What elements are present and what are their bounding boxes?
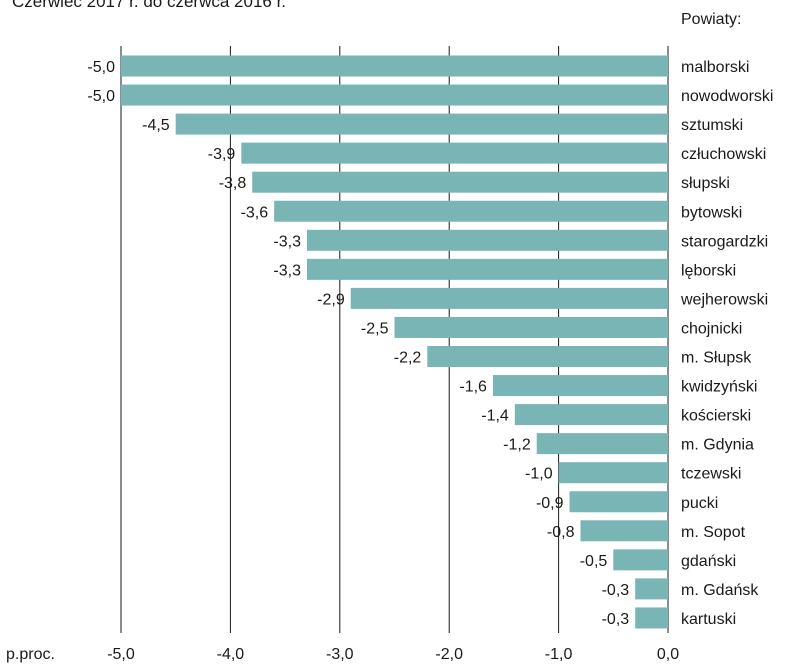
category-label: gdański xyxy=(681,553,736,570)
value-label: -5,0 xyxy=(87,88,115,105)
bar xyxy=(175,113,668,135)
value-label: -0,3 xyxy=(602,611,630,628)
x-tick-label: -1,0 xyxy=(545,646,573,663)
value-label: -1,6 xyxy=(459,379,487,396)
value-label: -2,2 xyxy=(394,350,422,367)
category-label: człuchowski xyxy=(681,146,766,163)
category-label: kwidzyński xyxy=(681,379,757,396)
category-label: kartuski xyxy=(681,611,736,628)
bar xyxy=(241,142,668,164)
x-tick-label: -2,0 xyxy=(435,646,463,663)
value-label: -3,3 xyxy=(273,262,301,279)
category-label: m. Sopot xyxy=(681,524,746,541)
x-axis-label: p.proc. xyxy=(6,646,55,663)
category-label: wejherowski xyxy=(680,291,768,308)
category-label: pucki xyxy=(681,495,718,512)
x-tick-label: -4,0 xyxy=(217,646,245,663)
bar xyxy=(306,229,668,251)
value-label: -0,9 xyxy=(536,495,564,512)
bar xyxy=(306,258,668,280)
category-label: bytowski xyxy=(681,204,742,221)
value-label: -0,5 xyxy=(580,553,608,570)
x-tick-label: -3,0 xyxy=(326,646,354,663)
category-label: słupski xyxy=(681,175,730,192)
bar xyxy=(580,520,668,542)
value-label: -4,5 xyxy=(142,117,170,134)
category-label: kościerski xyxy=(681,408,751,425)
value-label: -3,3 xyxy=(273,233,301,250)
category-label: sztumski xyxy=(681,117,743,134)
value-label: -5,0 xyxy=(87,59,115,76)
category-label: m. Słupsk xyxy=(681,350,752,367)
value-label: -2,5 xyxy=(361,320,389,337)
value-label: -0,3 xyxy=(602,582,630,599)
category-label: nowodworski xyxy=(681,88,773,105)
bar xyxy=(613,549,668,571)
x-axis: -5,0 -4,0 -3,0 -2,0 -1,0 0,0 p.proc. xyxy=(6,646,679,663)
bar xyxy=(536,433,668,455)
category-label: lęborski xyxy=(681,262,736,279)
value-label: -1,4 xyxy=(481,408,509,425)
bar xyxy=(635,607,668,629)
x-tick-label: 0,0 xyxy=(657,646,679,663)
value-labels: -5,0-5,0-4,5-3,9-3,8-3,6-3,3-3,3-2,9-2,5… xyxy=(87,59,629,628)
category-label: m. Gdańsk xyxy=(681,582,759,599)
bars xyxy=(121,55,668,629)
category-label: malborski xyxy=(681,59,749,76)
category-labels: malborski nowodworski sztumski człuchowski s… xyxy=(680,59,773,628)
x-tick-label: -5,0 xyxy=(107,646,135,663)
bar xyxy=(558,462,668,484)
category-label: starogardzki xyxy=(681,233,768,250)
bar xyxy=(121,55,668,77)
value-label: -3,6 xyxy=(241,204,269,221)
value-label: -2,9 xyxy=(317,291,345,308)
bar xyxy=(350,287,668,309)
bar xyxy=(427,346,668,367)
value-label: -3,9 xyxy=(208,146,236,163)
chart-title: Czerwiec 2017 r. do czerwca 2016 r. xyxy=(12,0,287,11)
value-label: -1,0 xyxy=(525,466,553,483)
bar xyxy=(635,578,668,600)
bar xyxy=(569,491,668,513)
bar xyxy=(514,404,668,426)
value-label: -3,8 xyxy=(219,175,247,192)
category-label: chojnicki xyxy=(681,320,742,337)
category-label: tczewski xyxy=(681,466,741,483)
category-label: m. Gdynia xyxy=(681,437,754,454)
bar xyxy=(252,171,668,193)
bar xyxy=(492,375,668,397)
value-label: -0,8 xyxy=(547,524,575,541)
value-label: -1,2 xyxy=(503,437,531,454)
bar xyxy=(274,200,668,222)
category-header: Powiaty: xyxy=(681,11,742,28)
bar xyxy=(121,84,668,106)
bar xyxy=(394,316,668,338)
